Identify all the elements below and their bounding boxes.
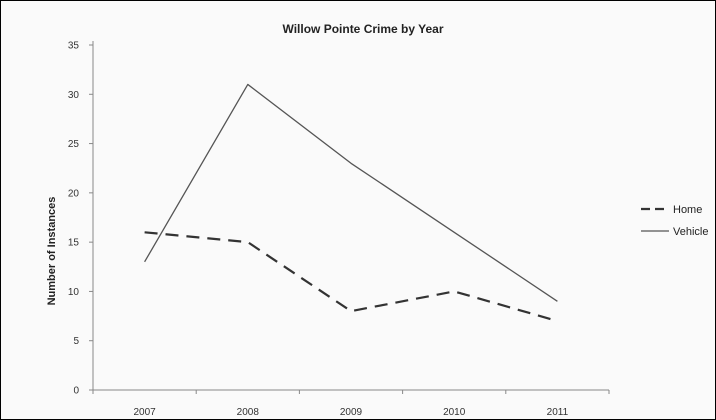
y-axis-label: Number of Instances (46, 197, 58, 306)
y-tick-label: 20 (68, 188, 80, 199)
y-tick-label: 10 (68, 287, 80, 298)
x-tick-label: 2011 (547, 407, 569, 418)
y-tick-label: 30 (68, 90, 80, 101)
y-tick-label: 25 (68, 139, 80, 150)
y-tick-label: 15 (68, 238, 80, 249)
x-tick-label: 2007 (133, 407, 156, 418)
x-tick-label: 2009 (340, 407, 363, 418)
series-line-vehicle (145, 84, 558, 301)
y-tick-label: 0 (73, 386, 79, 397)
chart-title: Willow Pointe Crime by Year (282, 22, 443, 36)
legend-label-vehicle: Vehicle (673, 226, 708, 238)
y-tick-label: 35 (68, 41, 80, 52)
series-line-home (145, 232, 558, 321)
x-tick-label: 2010 (443, 407, 466, 418)
y-tick-label: 5 (73, 336, 79, 347)
legend-label-home: Home (673, 204, 702, 216)
x-tick-label: 2008 (237, 407, 260, 418)
legend: Home Vehicle (641, 204, 708, 238)
series-layer (145, 84, 558, 321)
axes: 0 5 10 15 20 25 30 35 2007 2008 2009 2010 2011 (68, 41, 609, 419)
